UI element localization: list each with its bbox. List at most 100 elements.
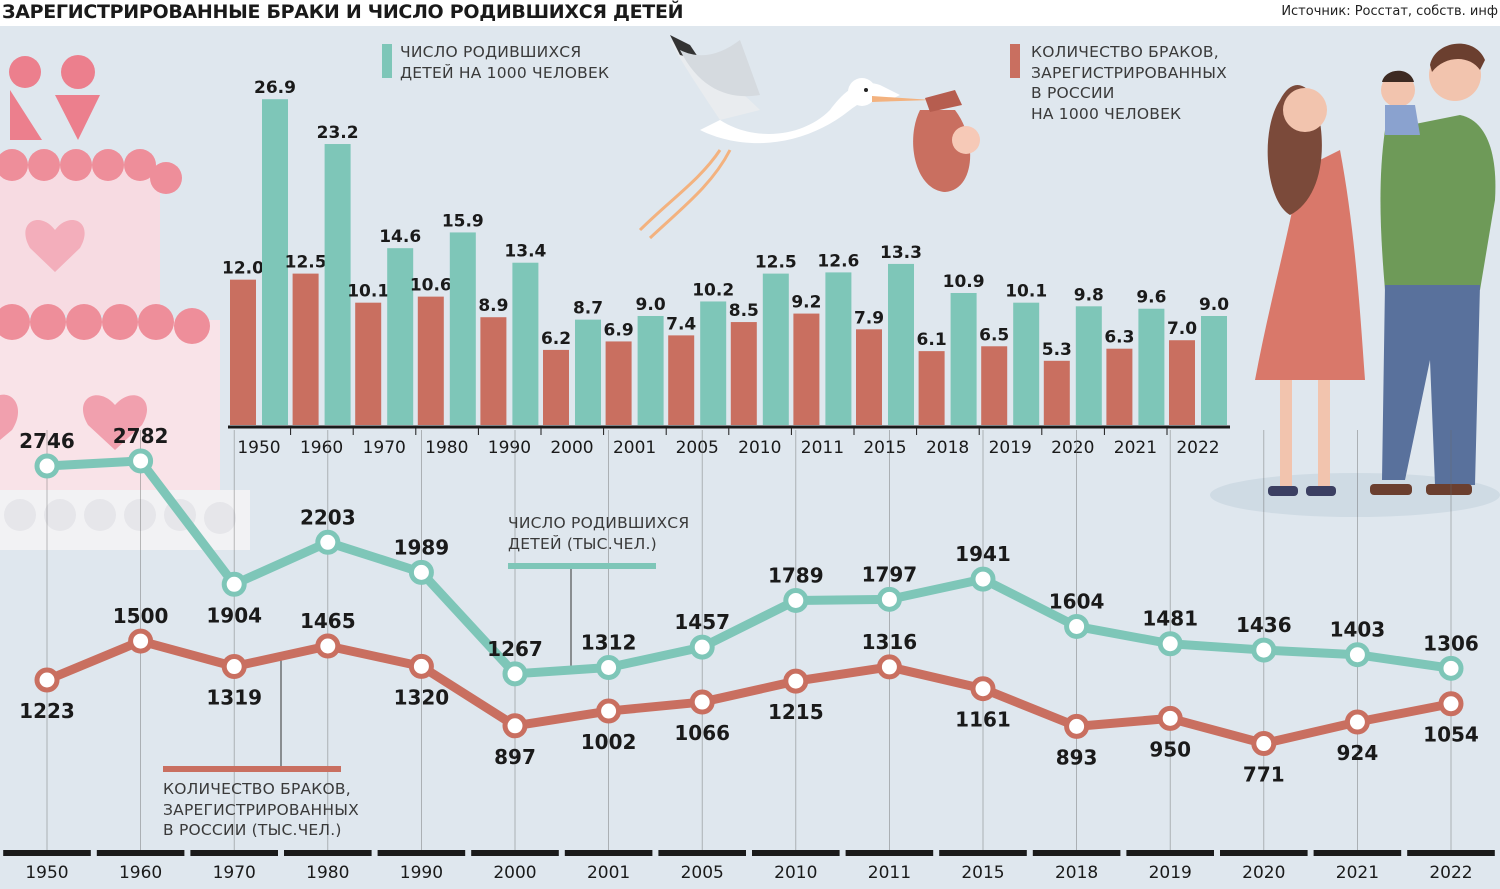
bar-marriages-rate: [668, 335, 695, 425]
point-marriages-total: [1438, 691, 1464, 717]
bar-marriages-rate: [292, 273, 319, 425]
legend-line: КОЛИЧЕСТВО БРАКОВ,: [1031, 43, 1219, 61]
legend-line: ЗАРЕГИСТРИРОВАННЫХ: [1031, 63, 1227, 82]
legend-line: ЗАРЕГИСТРИРОВАННЫХ: [163, 800, 359, 819]
line-value-label: 1312: [581, 630, 637, 654]
line-axis-segment: [1032, 850, 1121, 856]
legend-births-total: ЧИСЛО РОДИВШИХСЯ ДЕТЕЙ (ТЫС.ЧЕЛ.): [508, 513, 689, 554]
bar-marriages-rate: [1169, 340, 1195, 425]
bar-value-label: 23.2: [317, 123, 359, 143]
wedding-cake-illustration: [0, 55, 250, 550]
line-value-label: 1215: [768, 700, 824, 724]
line-category-label: 2020: [1242, 863, 1285, 883]
bar-marriages-rate: [918, 351, 945, 425]
bar-value-label: 8.7: [573, 299, 603, 319]
bar-births-rate: [387, 248, 414, 425]
line-axis-segment: [1313, 850, 1402, 856]
family-illustration: [1210, 43, 1500, 517]
bar-marriages-rate: [543, 349, 569, 425]
line-value-label: 1066: [674, 721, 730, 745]
title-bar: ЗАРЕГИСТРИРОВАННЫЕ БРАКИ И ЧИСЛО РОДИВШИ…: [0, 0, 1500, 26]
bar-value-label: 9.0: [1199, 295, 1229, 315]
bar-value-label: 5.3: [1042, 340, 1072, 360]
bar-value-label: 6.9: [604, 320, 634, 340]
bar-marriages-rate: [480, 317, 507, 425]
bar-value-label: 15.9: [442, 211, 484, 231]
legend-marriages-total: КОЛИЧЕСТВО БРАКОВ, ЗАРЕГИСТРИРОВАННЫХ В …: [163, 779, 359, 841]
line-births-total: [42, 456, 1456, 679]
line-value-label: 1054: [1423, 723, 1479, 747]
bar-category-label: 2020: [1051, 438, 1094, 458]
bar-value-label: 12.5: [755, 253, 797, 273]
point-births-total: [970, 566, 996, 592]
line-marriages-total: [42, 636, 1456, 749]
line-value-label: 1989: [394, 535, 450, 559]
point-marriages-total: [1344, 709, 1370, 735]
legend-line: КОЛИЧЕСТВО БРАКОВ,: [163, 780, 351, 798]
bar-births-rate: [449, 232, 476, 425]
bar-marriages-rate: [230, 279, 256, 425]
line-category-label: 2018: [1055, 863, 1098, 883]
bar-value-label: 6.1: [917, 330, 947, 350]
legend-bar-marriages-total: [163, 766, 341, 772]
line-axis-segment: [377, 850, 466, 856]
bar-births-rate: [950, 292, 977, 425]
bar-births-rate: [575, 319, 601, 425]
bar-marriages-rate: [856, 329, 882, 425]
bar-value-label: 13.3: [880, 243, 922, 263]
bar-category-label: 1990: [488, 438, 531, 458]
legend-line: ЧИСЛО РОДИВШИХСЯ: [400, 43, 582, 61]
bar-births-rate: [700, 301, 727, 425]
bar-value-label: 9.6: [1136, 288, 1166, 308]
point-births-total: [34, 453, 60, 479]
bar-marriages-rate: [605, 341, 632, 425]
line-axis-segment: [284, 850, 372, 856]
bar-category-label: 2022: [1176, 438, 1219, 458]
bar-value-label: 7.4: [666, 314, 696, 334]
line-value-label: 1319: [206, 686, 262, 710]
point-births-total: [408, 559, 434, 585]
line-value-label: 1604: [1049, 589, 1105, 613]
legend-swatch-births-rate: [382, 44, 392, 78]
bar-marriages-rate: [1043, 360, 1070, 425]
bar-value-label: 12.6: [817, 251, 859, 271]
line-value-label: 2746: [19, 429, 75, 453]
bar-value-label: 12.0: [222, 259, 264, 279]
line-value-label: 1403: [1330, 618, 1386, 642]
line-value-label: 924: [1337, 741, 1379, 765]
bar-value-label: 9.2: [791, 293, 821, 313]
legend-births-rate: ЧИСЛО РОДИВШИХСЯ ДЕТЕЙ НА 1000 ЧЕЛОВЕК: [400, 42, 609, 83]
line-axis-segment: [190, 850, 278, 856]
bar-value-label: 9.0: [636, 295, 666, 315]
bar-births-rate: [762, 273, 789, 425]
point-births-total: [128, 448, 154, 474]
line-value-label: 1904: [206, 603, 262, 627]
bar-value-label: 7.0: [1167, 319, 1197, 339]
bar-marriages-rate: [793, 313, 820, 425]
bar-value-label: 12.5: [285, 253, 327, 273]
line-axis-segment: [1407, 850, 1495, 856]
line-value-label: 1481: [1142, 607, 1198, 631]
line-category-label: 1980: [306, 863, 349, 883]
line-axis-segment: [564, 850, 653, 856]
bar-marriages-rate: [730, 322, 757, 425]
line-category-label: 2022: [1429, 863, 1472, 883]
line-value-label: 771: [1243, 763, 1285, 787]
point-marriages-total: [1157, 705, 1183, 731]
legend-swatch-marriages-rate: [1010, 44, 1020, 78]
point-births-total: [1344, 642, 1370, 668]
bar-births-rate: [825, 272, 852, 425]
line-axis-segment: [939, 850, 1027, 856]
legend-line: ДЕТЕЙ (ТЫС.ЧЕЛ.): [508, 534, 657, 553]
line-value-label: 1457: [674, 610, 730, 634]
bar-category-label: 2021: [1114, 438, 1157, 458]
line-value-label: 2782: [113, 424, 169, 448]
point-marriages-total: [1064, 713, 1090, 739]
point-births-total: [1438, 655, 1464, 681]
bar-category-label: 2005: [676, 438, 719, 458]
legend-line: ДЕТЕЙ НА 1000 ЧЕЛОВЕК: [400, 63, 610, 82]
bar-category-label: 2010: [738, 438, 781, 458]
bar-births-rate: [512, 262, 539, 425]
